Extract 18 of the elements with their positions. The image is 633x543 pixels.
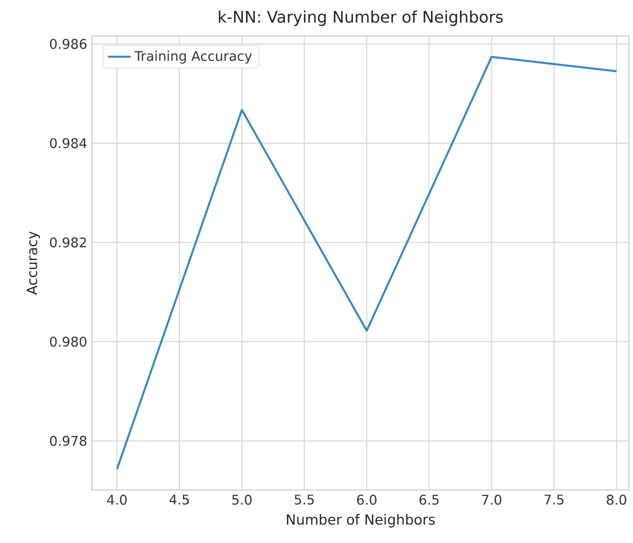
x-tick-label: 6.5 [420, 494, 439, 505]
x-tick-label: 7.0 [482, 494, 502, 505]
x-tick-label: 4.5 [169, 494, 189, 505]
chart-title: k-NN: Varying Number of Neighbors [218, 10, 503, 26]
legend-label: Training Accuracy [134, 50, 252, 64]
y-tick-label: 0.978 [50, 436, 86, 446]
y-tick-label: 0.984 [50, 138, 87, 148]
x-axis-title: Number of Neighbors [286, 514, 435, 528]
y-axis-title: Accuracy [26, 231, 40, 295]
x-tick-label: 7.5 [544, 494, 564, 505]
x-tick-label: 6.0 [357, 494, 376, 505]
y-tick-label: 0.986 [50, 38, 86, 49]
y-tick-label: 0.980 [50, 336, 86, 347]
x-tick-label: 5.5 [294, 494, 314, 505]
y-tick-label: 0.982 [50, 237, 86, 248]
x-tick-label: 8.0 [606, 494, 626, 505]
x-tick-label: 5.0 [232, 494, 252, 505]
x-tick-label: 4.0 [107, 494, 127, 505]
